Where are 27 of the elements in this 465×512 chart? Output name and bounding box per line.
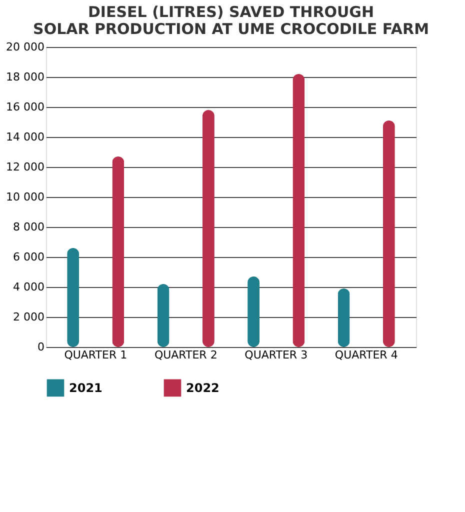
y-tick-label: 0 xyxy=(38,340,44,354)
y-tick-label: 2 000 xyxy=(13,310,44,324)
y-tick-label: 14 000 xyxy=(6,130,44,144)
y-tick-label: 8 000 xyxy=(13,220,44,234)
y-tick-label: 10 000 xyxy=(6,190,44,204)
bar xyxy=(67,248,80,347)
text: DIESEL (LITRES) SAVED THROUGH xyxy=(88,3,374,21)
legend-label: 2021 xyxy=(69,380,102,395)
text: SOLAR PRODUCTION AT UME CROCODILE FARM xyxy=(33,20,429,38)
y-tick-label: 20 000 xyxy=(6,40,44,54)
x-tick-label: QUARTER 3 xyxy=(244,348,308,362)
y-tick-label: 18 000 xyxy=(6,70,44,84)
x-tick-label: QUARTER 2 xyxy=(154,348,218,362)
bar xyxy=(382,120,395,347)
x-tick-label: QUARTER 1 xyxy=(64,348,128,362)
y-tick-label: 12 000 xyxy=(6,160,44,174)
bar xyxy=(112,156,124,347)
y-tick-label: 16 000 xyxy=(6,100,44,114)
bar xyxy=(248,276,260,347)
y-tick-label: 4 000 xyxy=(13,280,44,294)
legend-label: 2022 xyxy=(186,380,220,395)
bar xyxy=(202,110,214,347)
x-tick-label: QUARTER 4 xyxy=(334,348,398,362)
y-tick-label: 6 000 xyxy=(13,250,44,264)
bar xyxy=(157,284,170,347)
bar xyxy=(292,74,305,347)
bar xyxy=(338,288,350,347)
